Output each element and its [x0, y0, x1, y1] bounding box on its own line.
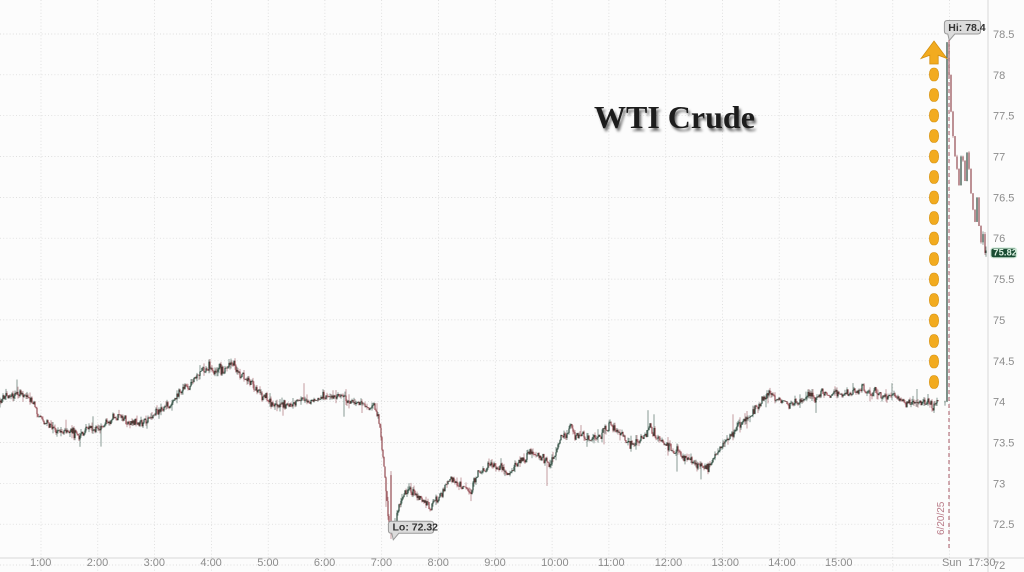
- svg-text:6:00: 6:00: [314, 557, 335, 569]
- svg-text:WTI Crude: WTI Crude: [594, 99, 755, 135]
- svg-text:6/20/25: 6/20/25: [936, 501, 947, 535]
- svg-text:74.5: 74.5: [993, 356, 1014, 368]
- svg-text:75.82: 75.82: [993, 248, 1017, 259]
- svg-text:14:00: 14:00: [768, 557, 796, 569]
- svg-text:7:00: 7:00: [371, 557, 392, 569]
- svg-text:Hi: 78.4: Hi: 78.4: [948, 22, 986, 34]
- svg-text:13:00: 13:00: [712, 557, 740, 569]
- svg-text:Sun: Sun: [942, 557, 962, 569]
- svg-text:1:00: 1:00: [30, 557, 51, 569]
- svg-text:11:00: 11:00: [598, 557, 625, 569]
- svg-text:77: 77: [993, 152, 1005, 164]
- svg-text:15:00: 15:00: [825, 557, 853, 569]
- svg-text:17:30: 17:30: [968, 557, 996, 569]
- svg-text:4:00: 4:00: [200, 557, 221, 569]
- svg-text:8:00: 8:00: [428, 557, 449, 569]
- svg-text:77.5: 77.5: [993, 111, 1014, 123]
- svg-text:78: 78: [993, 70, 1005, 82]
- svg-text:73: 73: [993, 478, 1005, 490]
- svg-text:78.5: 78.5: [993, 29, 1014, 41]
- svg-text:76.5: 76.5: [993, 192, 1014, 204]
- svg-text:10:00: 10:00: [541, 557, 569, 569]
- svg-text:76: 76: [993, 233, 1005, 245]
- svg-text:74: 74: [993, 397, 1005, 409]
- svg-text:9:00: 9:00: [484, 557, 505, 569]
- svg-text:12:00: 12:00: [655, 557, 683, 569]
- svg-text:75.5: 75.5: [993, 274, 1014, 286]
- svg-text:3:00: 3:00: [144, 557, 165, 569]
- svg-text:Lo: 72.32: Lo: 72.32: [393, 522, 439, 534]
- svg-text:73.5: 73.5: [993, 438, 1014, 450]
- svg-text:5:00: 5:00: [257, 557, 278, 569]
- svg-text:2:00: 2:00: [87, 557, 108, 569]
- svg-text:72.5: 72.5: [993, 519, 1014, 531]
- svg-text:75: 75: [993, 315, 1005, 327]
